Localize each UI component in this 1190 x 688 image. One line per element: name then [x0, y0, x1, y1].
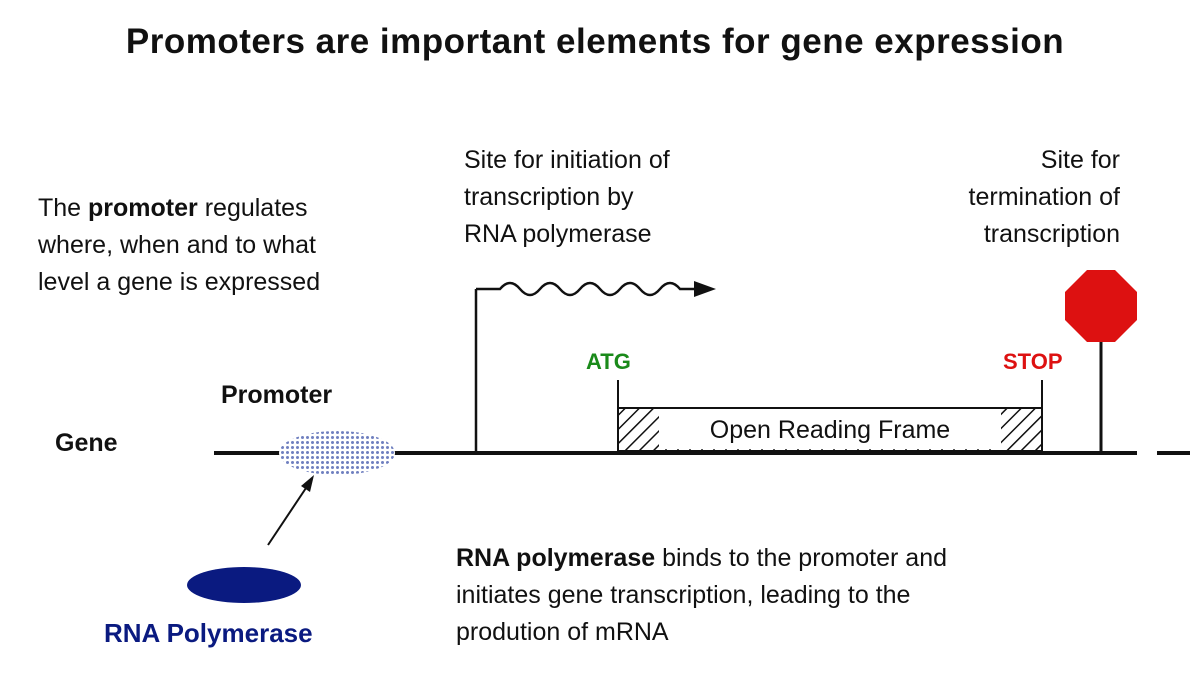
orf-label: Open Reading Frame	[710, 416, 950, 444]
binding-description: RNA polymerase binds to the promoter and…	[456, 540, 1156, 651]
promoter-description-line-1: The promoter regulates	[38, 194, 308, 222]
promoter-label: Promoter	[221, 381, 332, 409]
diagram-title: Promoters are important elements for gen…	[125, 22, 1065, 61]
orf-left-hatch	[619, 409, 659, 450]
rna-polymerase-shape	[187, 567, 301, 603]
binding-line-1: RNA polymerase binds to the promoter and	[456, 544, 948, 572]
rna-polymerase-label: RNA Polymerase	[104, 618, 313, 648]
binding-arrow	[267, 487, 307, 546]
orf-label-background	[664, 411, 996, 447]
transcript-wave	[476, 281, 696, 297]
binding-line-2: initiates gene transcription, leading to…	[456, 581, 911, 609]
promoter-description-line-2: where, when and to what	[38, 231, 316, 259]
initiation-line-1: Site for initiation of	[464, 146, 670, 174]
termination-site-description: Site for termination of transcription	[880, 142, 1120, 253]
transcript-arrow-head	[694, 281, 716, 297]
initiation-site-description: Site for initiation of transcription by …	[464, 142, 784, 253]
termination-line-3: transcription	[983, 220, 1120, 248]
termination-line-2: termination of	[968, 183, 1120, 211]
promoter-description-line-3: level a gene is expressed	[38, 268, 321, 296]
atg-label: ATG	[586, 349, 631, 374]
promoter-region	[279, 431, 395, 475]
binding-arrow-head	[301, 475, 314, 492]
initiation-line-3: RNA polymerase	[464, 220, 652, 248]
promoter-description: The promoter regulates where, when and t…	[38, 190, 418, 301]
promoter-keyword: promoter	[88, 194, 198, 222]
orf-right-hatch	[1001, 409, 1041, 450]
termination-line-1: Site for	[1040, 146, 1120, 174]
rna-polymerase-keyword: RNA polymerase	[456, 544, 656, 572]
initiation-line-2: transcription by	[464, 183, 634, 211]
binding-line-3: prodution of mRNA	[456, 618, 669, 646]
stop-label: STOP	[1003, 349, 1063, 374]
stop-sign-icon	[1065, 270, 1137, 342]
gene-label: Gene	[55, 429, 118, 457]
